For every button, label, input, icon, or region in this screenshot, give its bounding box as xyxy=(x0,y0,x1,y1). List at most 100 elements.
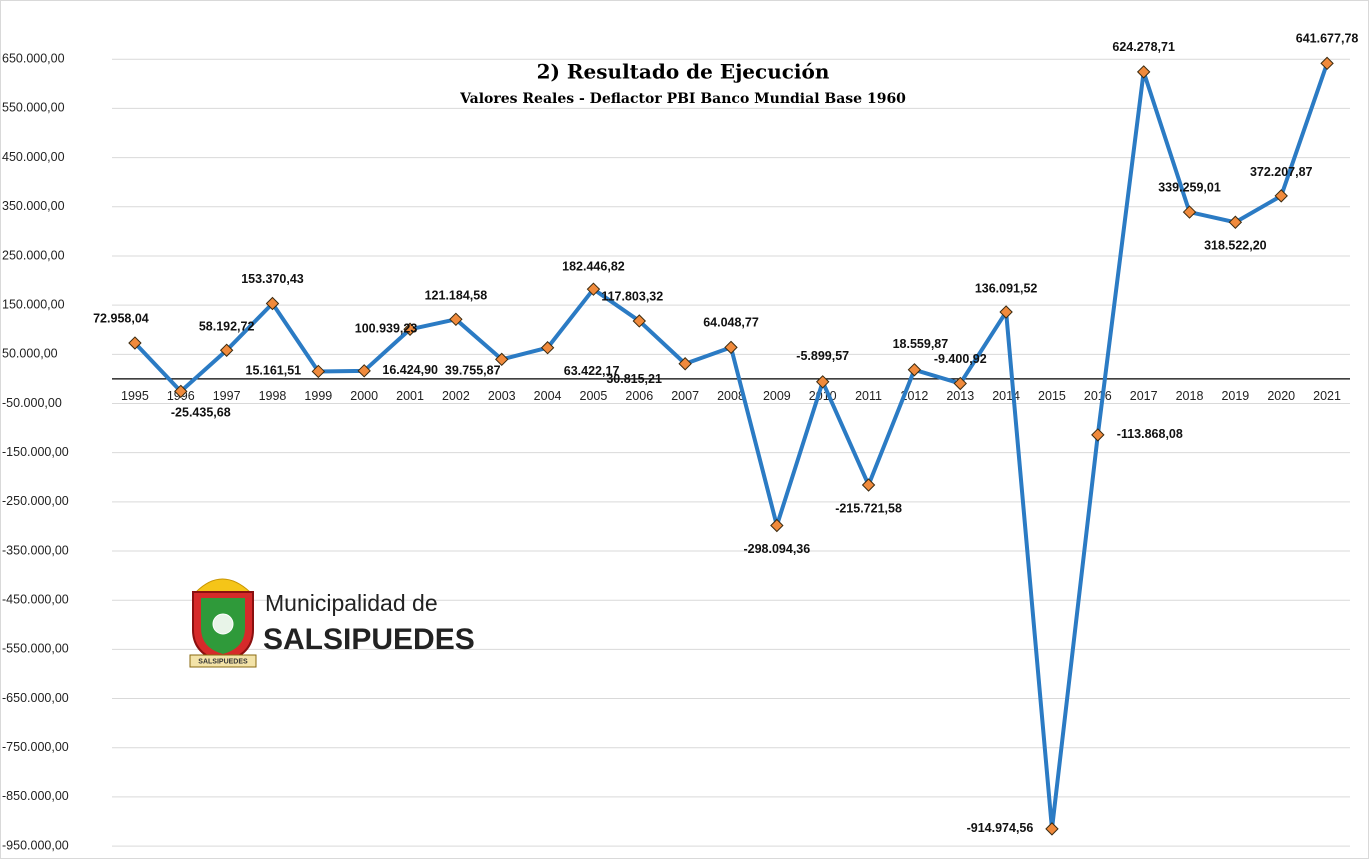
y-tick-label: -850.000,00 xyxy=(2,789,69,803)
x-tick-label: 2012 xyxy=(901,389,929,403)
marker xyxy=(1228,215,1243,229)
logo-emblem xyxy=(212,613,234,635)
data-label: 372.207,87 xyxy=(1250,165,1313,179)
x-tick-label: 2009 xyxy=(763,389,791,403)
x-tick-label: 2006 xyxy=(625,389,653,403)
marker xyxy=(403,322,417,336)
y-tick-label: -950.000,00 xyxy=(2,838,69,852)
marker xyxy=(219,343,234,357)
x-tick-label: 2015 xyxy=(1038,389,1066,403)
data-label: 18.559,87 xyxy=(893,337,949,351)
x-tick-label: 2019 xyxy=(1221,389,1249,403)
marker xyxy=(1274,189,1288,203)
logo-text: SALSIPUEDES xyxy=(263,623,475,656)
data-label: 64.048,77 xyxy=(703,316,759,330)
x-tick-label: 2002 xyxy=(442,389,470,403)
marker xyxy=(449,312,463,327)
data-label: -215.721,58 xyxy=(835,501,902,515)
x-tick-label: 2004 xyxy=(534,389,562,403)
x-tick-label: 2001 xyxy=(396,389,424,403)
y-tick-label: -150.000,00 xyxy=(2,445,69,459)
marker xyxy=(1136,65,1151,79)
data-label: -914.974,56 xyxy=(967,821,1034,835)
marker xyxy=(265,296,280,311)
x-tick-label: 2017 xyxy=(1130,389,1158,403)
x-tick-label: 1998 xyxy=(259,389,287,403)
data-label: 16.424,90 xyxy=(382,363,438,377)
marker xyxy=(907,363,922,377)
logo: SALSIPUEDES Municipalidad de SALSIPUEDES xyxy=(189,578,475,668)
y-tick-label: -650.000,00 xyxy=(2,691,69,705)
y-tick-label: 250.000,00 xyxy=(2,248,65,262)
marker xyxy=(357,364,371,378)
marker xyxy=(495,352,509,367)
x-tick-label: 2003 xyxy=(488,389,516,403)
data-label: 318.522,20 xyxy=(1204,239,1267,253)
marker xyxy=(586,282,601,296)
data-label: 58.192,72 xyxy=(199,320,255,334)
data-label: 136.091,52 xyxy=(975,281,1038,295)
marker xyxy=(999,305,1013,319)
y-tick-label: -350.000,00 xyxy=(2,543,69,557)
marker xyxy=(540,341,555,355)
marker xyxy=(1091,428,1105,442)
y-tick-label: 550.000,00 xyxy=(2,101,65,115)
data-label: 182.446,82 xyxy=(562,259,625,273)
data-label: 339.259,01 xyxy=(1158,180,1221,194)
x-tick-label: 2007 xyxy=(671,389,699,403)
marker xyxy=(1320,56,1334,71)
x-tick-label: 2021 xyxy=(1313,389,1341,403)
y-tick-label: 50.000,00 xyxy=(2,347,58,361)
data-label: 63.422,17 xyxy=(564,364,620,378)
x-tick-label: 1995 xyxy=(121,389,149,403)
chart-subtitle: Valores Reales - Deflactor PBI Banco Mun… xyxy=(459,91,906,107)
x-tick-label: 1997 xyxy=(213,389,241,403)
data-label: 153.370,43 xyxy=(241,272,304,286)
y-tick-label: -550.000,00 xyxy=(2,642,69,656)
data-label: -5.899,57 xyxy=(796,349,849,363)
data-label: -25.435,68 xyxy=(171,406,231,420)
x-tick-label: 2008 xyxy=(717,389,745,403)
chart-title: 2) Resultado de Ejecución xyxy=(537,60,830,84)
logo-text: Municipalidad de xyxy=(265,590,438,616)
x-tick-label: 2020 xyxy=(1267,389,1295,403)
y-tick-label: -450.000,00 xyxy=(2,592,69,606)
marker xyxy=(861,478,876,492)
data-label: -113.868,08 xyxy=(1117,427,1183,441)
y-tick-label: -250.000,00 xyxy=(2,494,69,508)
marker xyxy=(815,375,830,389)
data-label: 72.958,04 xyxy=(93,311,149,325)
x-tick-label: 2013 xyxy=(946,389,974,403)
data-label: 117.803,32 xyxy=(601,289,663,303)
marker xyxy=(724,340,738,355)
data-label: 39.755,87 xyxy=(445,364,501,378)
x-tick-label: 2016 xyxy=(1084,389,1112,403)
y-tick-label: 450.000,00 xyxy=(2,150,65,164)
data-label: -298.094,36 xyxy=(743,542,810,556)
y-tick-label: -750.000,00 xyxy=(2,740,69,754)
data-label: 30.815,21 xyxy=(606,372,662,386)
grid xyxy=(112,58,1350,847)
y-tick-label: 650.000,00 xyxy=(2,52,65,66)
y-tick-label: 350.000,00 xyxy=(2,199,65,213)
data-label: 624.278,71 xyxy=(1112,40,1175,54)
marker xyxy=(311,364,326,379)
x-tick-label: 2018 xyxy=(1176,389,1204,403)
data-label: 121.184,58 xyxy=(425,289,488,303)
marker xyxy=(174,384,188,399)
marker xyxy=(1045,822,1059,836)
logo-ribbon-text: SALSIPUEDES xyxy=(198,658,248,665)
data-label: 15.161,51 xyxy=(246,364,302,378)
data-label: 100.939,23 xyxy=(355,322,418,336)
marker xyxy=(128,336,142,350)
marker xyxy=(953,376,967,391)
x-tick-label: 2005 xyxy=(580,389,608,403)
marker xyxy=(632,314,647,328)
x-tick-label: 2011 xyxy=(855,389,882,403)
marker xyxy=(770,518,784,533)
y-tick-label: -50.000,00 xyxy=(2,396,62,410)
data-label: 641.677,78 xyxy=(1296,32,1359,46)
data-label: -9.400,92 xyxy=(934,352,987,366)
